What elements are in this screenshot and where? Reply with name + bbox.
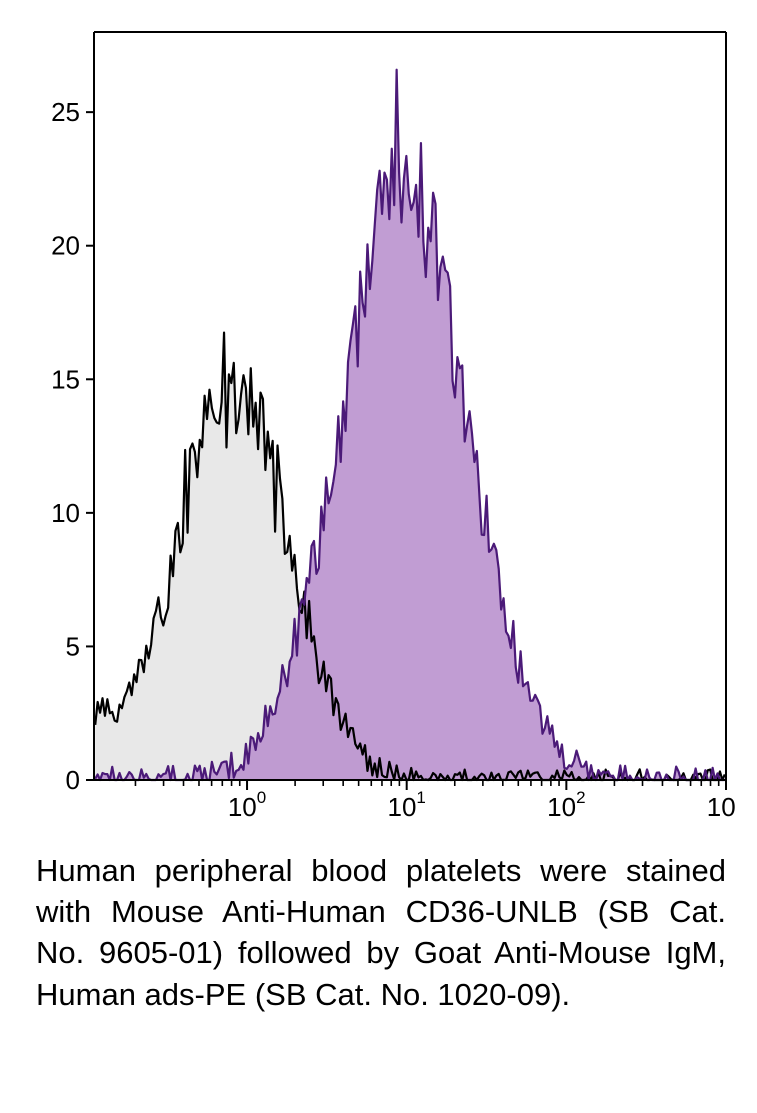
svg-text:25: 25 xyxy=(51,97,80,127)
flow-cytometry-histogram: 0 5 10 15 20 25 100 101 102 103 xyxy=(36,20,736,830)
svg-text:5: 5 xyxy=(66,631,80,661)
figure-caption: Human peripheral blood platelets were st… xyxy=(36,850,726,1015)
svg-text:20: 20 xyxy=(51,231,80,261)
svg-text:10: 10 xyxy=(51,498,80,528)
svg-text:103: 103 xyxy=(707,788,736,822)
svg-text:100: 100 xyxy=(228,788,266,822)
svg-text:101: 101 xyxy=(388,788,426,822)
svg-text:0: 0 xyxy=(66,765,80,795)
svg-text:102: 102 xyxy=(547,788,585,822)
chart-svg: 0 5 10 15 20 25 100 101 102 103 xyxy=(36,20,736,830)
svg-text:15: 15 xyxy=(51,364,80,394)
